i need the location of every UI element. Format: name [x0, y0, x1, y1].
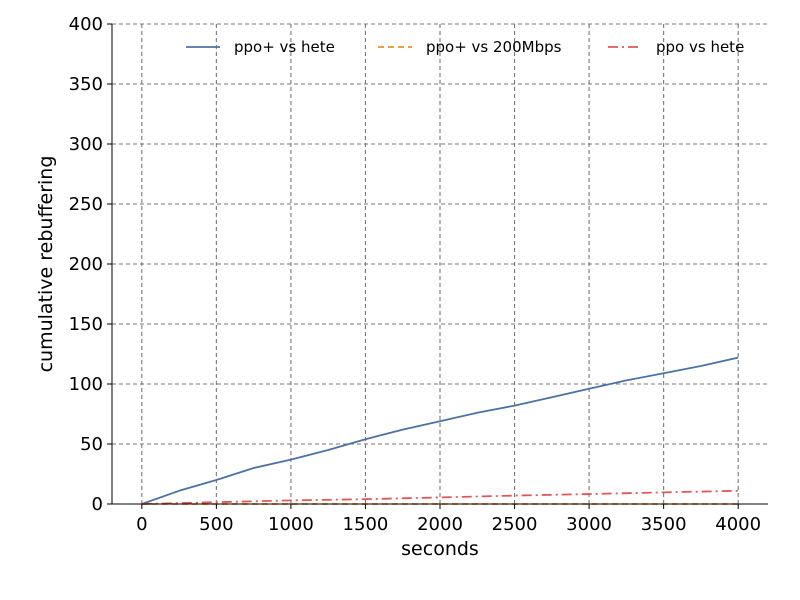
series-group [141, 356, 739, 505]
legend-label-3: ppo vs hete [656, 38, 744, 56]
x-tick-label: 3500 [641, 514, 687, 535]
y-axis-ticks: 0 50 100 150 200 250 300 350 400 [69, 14, 112, 515]
series-line-1 [141, 356, 739, 505]
x-axis-title: seconds [401, 538, 479, 560]
x-tick-label: 2500 [492, 514, 538, 535]
y-tick-label: 200 [69, 254, 103, 275]
x-tick-label: 2000 [417, 514, 463, 535]
x-tick-label: 500 [199, 514, 233, 535]
legend: ppo+ vs hete ppo+ vs 200Mbps ppo vs hete [186, 38, 744, 56]
y-axis-title: cumulative rebuffering [35, 156, 57, 373]
x-tick-label: 3000 [566, 514, 612, 535]
y-tick-label: 100 [69, 374, 103, 395]
y-tick-label: 400 [69, 14, 103, 35]
legend-label-2: ppo+ vs 200Mbps [426, 38, 562, 56]
x-tick-label: 0 [136, 514, 147, 535]
y-tick-label: 350 [69, 74, 103, 95]
grid [112, 23, 768, 504]
x-tick-label: 4000 [715, 514, 761, 535]
x-tick-label: 1000 [268, 514, 314, 535]
y-tick-label: 300 [69, 134, 103, 155]
x-axis-ticks: 0 500 1000 1500 2000 2500 3000 3500 4000 [136, 504, 761, 535]
y-tick-label: 250 [69, 194, 103, 215]
y-tick-label: 150 [69, 314, 103, 335]
y-tick-label: 0 [92, 494, 103, 515]
x-tick-label: 1500 [343, 514, 389, 535]
y-tick-label: 50 [80, 434, 103, 455]
legend-label-1: ppo+ vs hete [234, 38, 335, 56]
